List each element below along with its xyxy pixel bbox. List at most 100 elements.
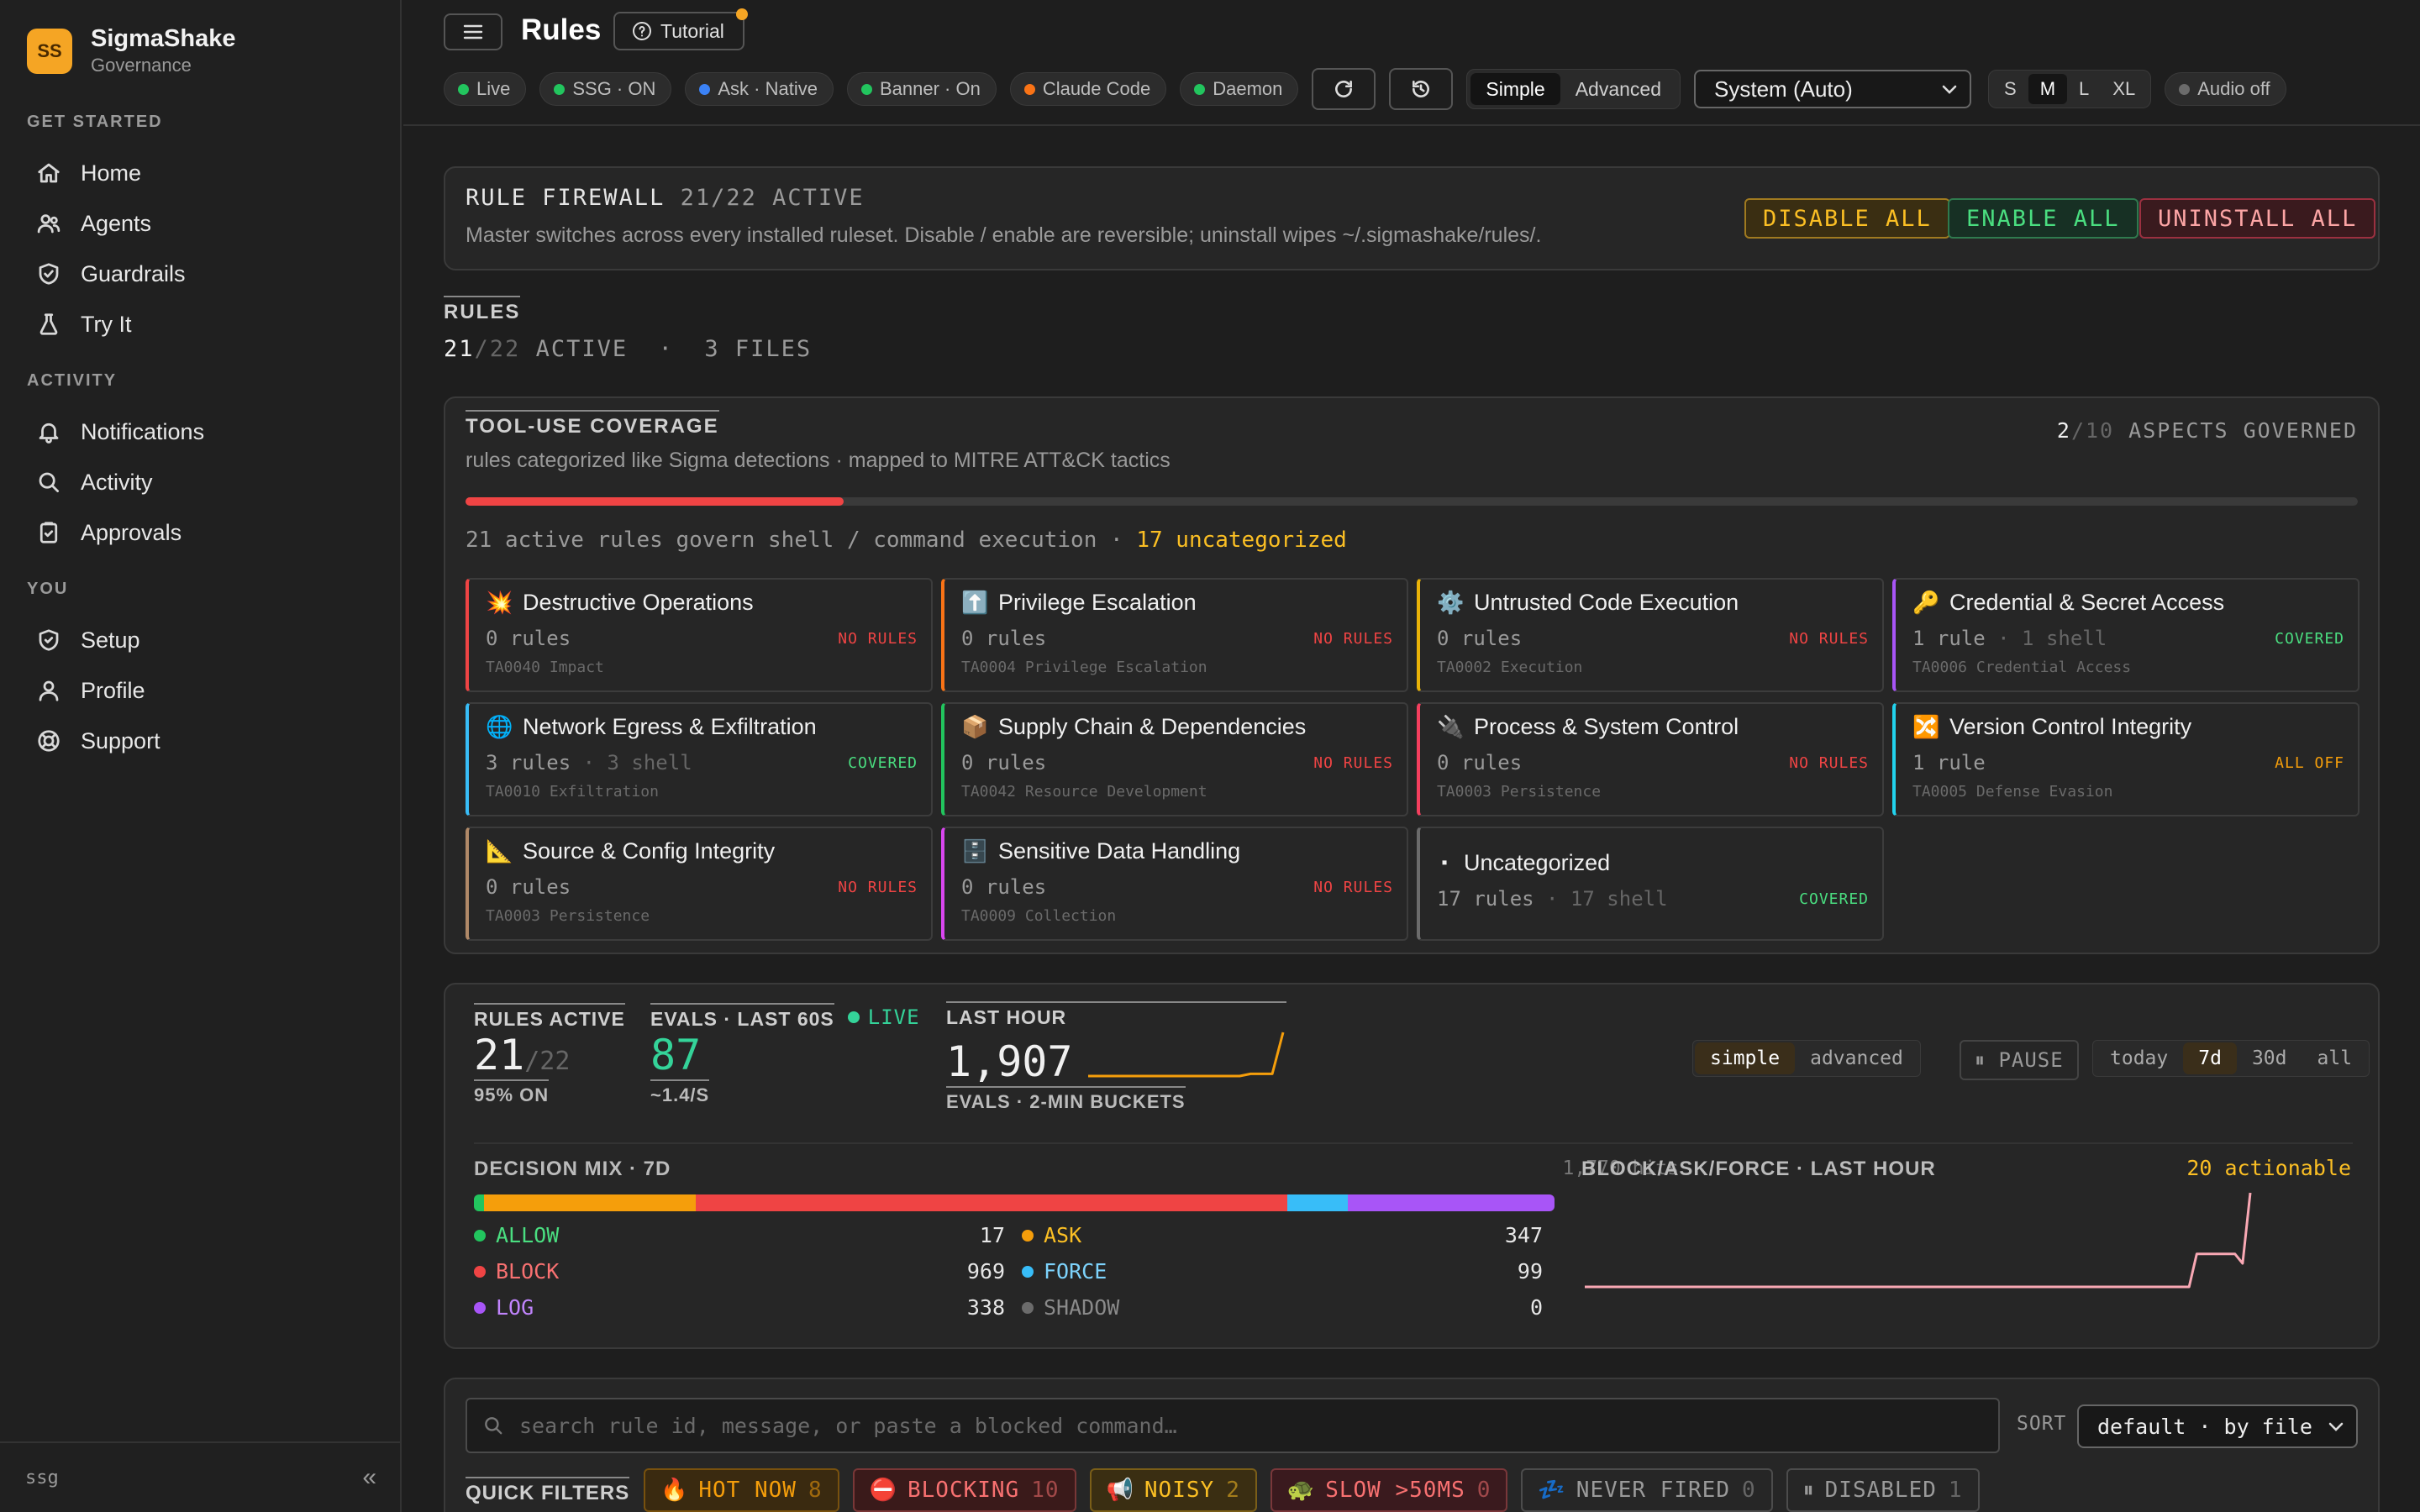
quick-filter-blocking[interactable]: ⛔ BLOCKING 10 (852, 1468, 1076, 1512)
quick-filter-never-fired[interactable]: 💤 NEVER FIRED 0 (1521, 1468, 1773, 1512)
coverage-card[interactable]: 🌐 Network Egress & Exfiltration 3 rules · … (466, 702, 933, 816)
coverage-card-title: 🔀 Version Control Integrity (1912, 714, 2191, 740)
size-option[interactable]: S (2004, 78, 2017, 99)
category-icon: ⬆️ (961, 590, 989, 615)
quick-filter-hot-now[interactable]: 🔥 HOT NOW 8 (644, 1468, 839, 1512)
decision-mix-bar (474, 1194, 1555, 1211)
coverage-card[interactable]: 🔑 Credential & Secret Access 1 rule · 1 sh… (1892, 578, 2360, 692)
filter-count: 0 (1476, 1478, 1491, 1503)
filter-count: 10 (1031, 1478, 1060, 1503)
coverage-card[interactable]: 🗄️ Sensitive Data Handling 0 rules TA0009 C… (941, 827, 1408, 941)
range-option[interactable]: 7d (2183, 1042, 2237, 1074)
coverage-progress-fill (466, 497, 844, 506)
coverage-card[interactable]: 📦 Supply Chain & Dependencies 0 rules TA004… (941, 702, 1408, 816)
coverage-card-title: 🗄️ Sensitive Data Handling (961, 838, 1240, 864)
legend-dot (1022, 1265, 1034, 1278)
coverage-card[interactable]: ⬆️ Privilege Escalation 0 rules TA0004 Priv… (941, 578, 1408, 692)
size-option[interactable]: M (2028, 74, 2068, 104)
rule-count: 0 rules (961, 751, 1047, 774)
audio-toggle[interactable]: Audio off (2165, 72, 2286, 106)
rules-active-total: /22 (524, 1047, 571, 1076)
sidebar-item-activity[interactable]: Activity (27, 459, 380, 506)
nav-section-label: ACTIVITY (27, 371, 118, 390)
coverage-card-rules: 0 rules (1437, 751, 1522, 774)
coverage-card[interactable]: ▪ Uncategorized 17 rules · 17 shell COVERED (1417, 827, 1884, 941)
brand[interactable]: SS SigmaShake Governance (27, 25, 235, 76)
coverage-status-badge: NO RULES (838, 630, 918, 648)
coverage-card-title: ⬆️ Privilege Escalation (961, 590, 1197, 616)
coverage-card[interactable]: 🔀 Version Control Integrity 1 rule TA0005 D… (1892, 702, 2360, 816)
status-chip[interactable]: Live (444, 72, 527, 106)
search-input[interactable]: search rule id, message, or paste a bloc… (519, 1413, 1177, 1438)
pause-button[interactable]: ⏸ PAUSE (1960, 1040, 2079, 1080)
menu-button[interactable] (444, 13, 502, 50)
range-option[interactable]: all (2317, 1047, 2353, 1069)
sidebar-item-home[interactable]: Home (27, 150, 380, 197)
theme-select[interactable]: System (Auto) (1694, 70, 1972, 108)
size-option[interactable]: XL (2112, 78, 2136, 99)
view-advanced[interactable]: advanced (1810, 1047, 1903, 1069)
legend-dot (474, 1301, 486, 1314)
mode-advanced[interactable]: Advanced (1575, 77, 1662, 100)
collapse-sidebar-icon[interactable]: « (362, 1463, 376, 1491)
last-hour-label: LAST HOUR (946, 1001, 1286, 1029)
coverage-card[interactable]: ⚙️ Untrusted Code Execution 0 rules TA0002 … (1417, 578, 1884, 692)
mode-simple[interactable]: Simple (1470, 73, 1560, 105)
disable-all-button[interactable]: DISABLE ALL (1744, 198, 1950, 239)
filter-label: BLOCKING (907, 1478, 1020, 1503)
sidebar-item-agents[interactable]: Agents (27, 200, 380, 247)
rules-total: /22 (474, 336, 521, 362)
coverage-card[interactable]: 📐 Source & Config Integrity 0 rules TA0003 … (466, 827, 933, 941)
sort-select[interactable]: default · by file (2077, 1404, 2358, 1448)
refresh-button[interactable] (1312, 68, 1376, 110)
decision-legend-item: ASK 347 (1022, 1223, 1543, 1247)
sidebar-item-notifications[interactable]: Notifications (27, 408, 380, 455)
sidebar-item-try-it[interactable]: Try It (27, 301, 380, 348)
category-icon: 📐 (486, 838, 513, 864)
status-chip[interactable]: Daemon (1180, 72, 1299, 106)
coverage-card-rules: 1 rule (1912, 751, 1986, 774)
sidebar-item-profile[interactable]: Profile (27, 667, 380, 714)
filter-count: 2 (1226, 1478, 1240, 1503)
quick-filter-slow-ms[interactable]: 🐢 SLOW >50MS 0 (1270, 1468, 1508, 1512)
search-box[interactable]: search rule id, message, or paste a bloc… (466, 1398, 2000, 1453)
category-icon: ⚙️ (1437, 590, 1465, 615)
quick-filter-noisy[interactable]: 📢 NOISY 2 (1089, 1468, 1257, 1512)
chevron-down-icon (1942, 85, 1957, 94)
view-simple[interactable]: simple (1695, 1042, 1796, 1074)
category-icon: 🔌 (1437, 714, 1465, 739)
coverage-status-badge: NO RULES (1313, 879, 1393, 896)
sidebar-item-guardrails[interactable]: Guardrails (27, 250, 380, 297)
size-option[interactable]: L (2079, 78, 2090, 99)
status-chip[interactable]: Banner · On (846, 72, 997, 106)
aspects-governed-label: ASPECTS GOVERNED (2128, 418, 2358, 443)
users-icon (32, 207, 66, 240)
rule-count: 0 rules (1437, 627, 1523, 650)
coverage-card[interactable]: 🔌 Process & System Control 0 rules TA0003 P… (1417, 702, 1884, 816)
sidebar-item-approvals[interactable]: Approvals (27, 509, 380, 556)
evals-stat: EVALS · LAST 60S LIVE 87 ~1.4/S (650, 1003, 920, 1106)
filter-icon: ⏸ (1802, 1477, 1815, 1503)
filter-count: 1 (1948, 1478, 1963, 1503)
coverage-card-title: 📐 Source & Config Integrity (486, 838, 775, 864)
tutorial-button[interactable]: Tutorial (613, 8, 748, 50)
mitre-tactic: TA0002 Execution (1437, 659, 1583, 676)
sidebar-item-support[interactable]: Support (27, 717, 380, 764)
restore-button[interactable] (1389, 68, 1454, 110)
coverage-card[interactable]: 💥 Destructive Operations 0 rules TA0040 Imp… (466, 578, 933, 692)
range-option[interactable]: 30d (2251, 1047, 2287, 1069)
rules-active-pct: 95% ON (474, 1079, 550, 1106)
range-option[interactable]: today (2110, 1047, 2169, 1069)
status-chip[interactable]: Ask · Native (685, 72, 834, 106)
uninstall-all-button[interactable]: UNINSTALL ALL (2139, 198, 2376, 239)
coverage-subtitle: rules categorized like Sigma detections … (466, 449, 1171, 472)
status-chip[interactable]: Claude Code (1009, 72, 1167, 106)
mitre-tactic: TA0006 Credential Access (1912, 659, 2132, 676)
enable-all-button[interactable]: ENABLE ALL (1948, 198, 2139, 239)
status-chip[interactable]: SSG · ON (539, 72, 672, 106)
aspects-governed: 2/10 ASPECTS GOVERNED (2057, 418, 2358, 443)
sidebar-item-setup[interactable]: Setup (27, 617, 380, 664)
quick-filter-disabled[interactable]: ⏸ DISABLED 1 (1786, 1468, 1980, 1512)
block-chart-title: BLOCK/ASK/FORCE · LAST HOUR (1581, 1158, 1936, 1180)
decision-legend-item: ALLOW 17 (474, 1223, 1005, 1247)
